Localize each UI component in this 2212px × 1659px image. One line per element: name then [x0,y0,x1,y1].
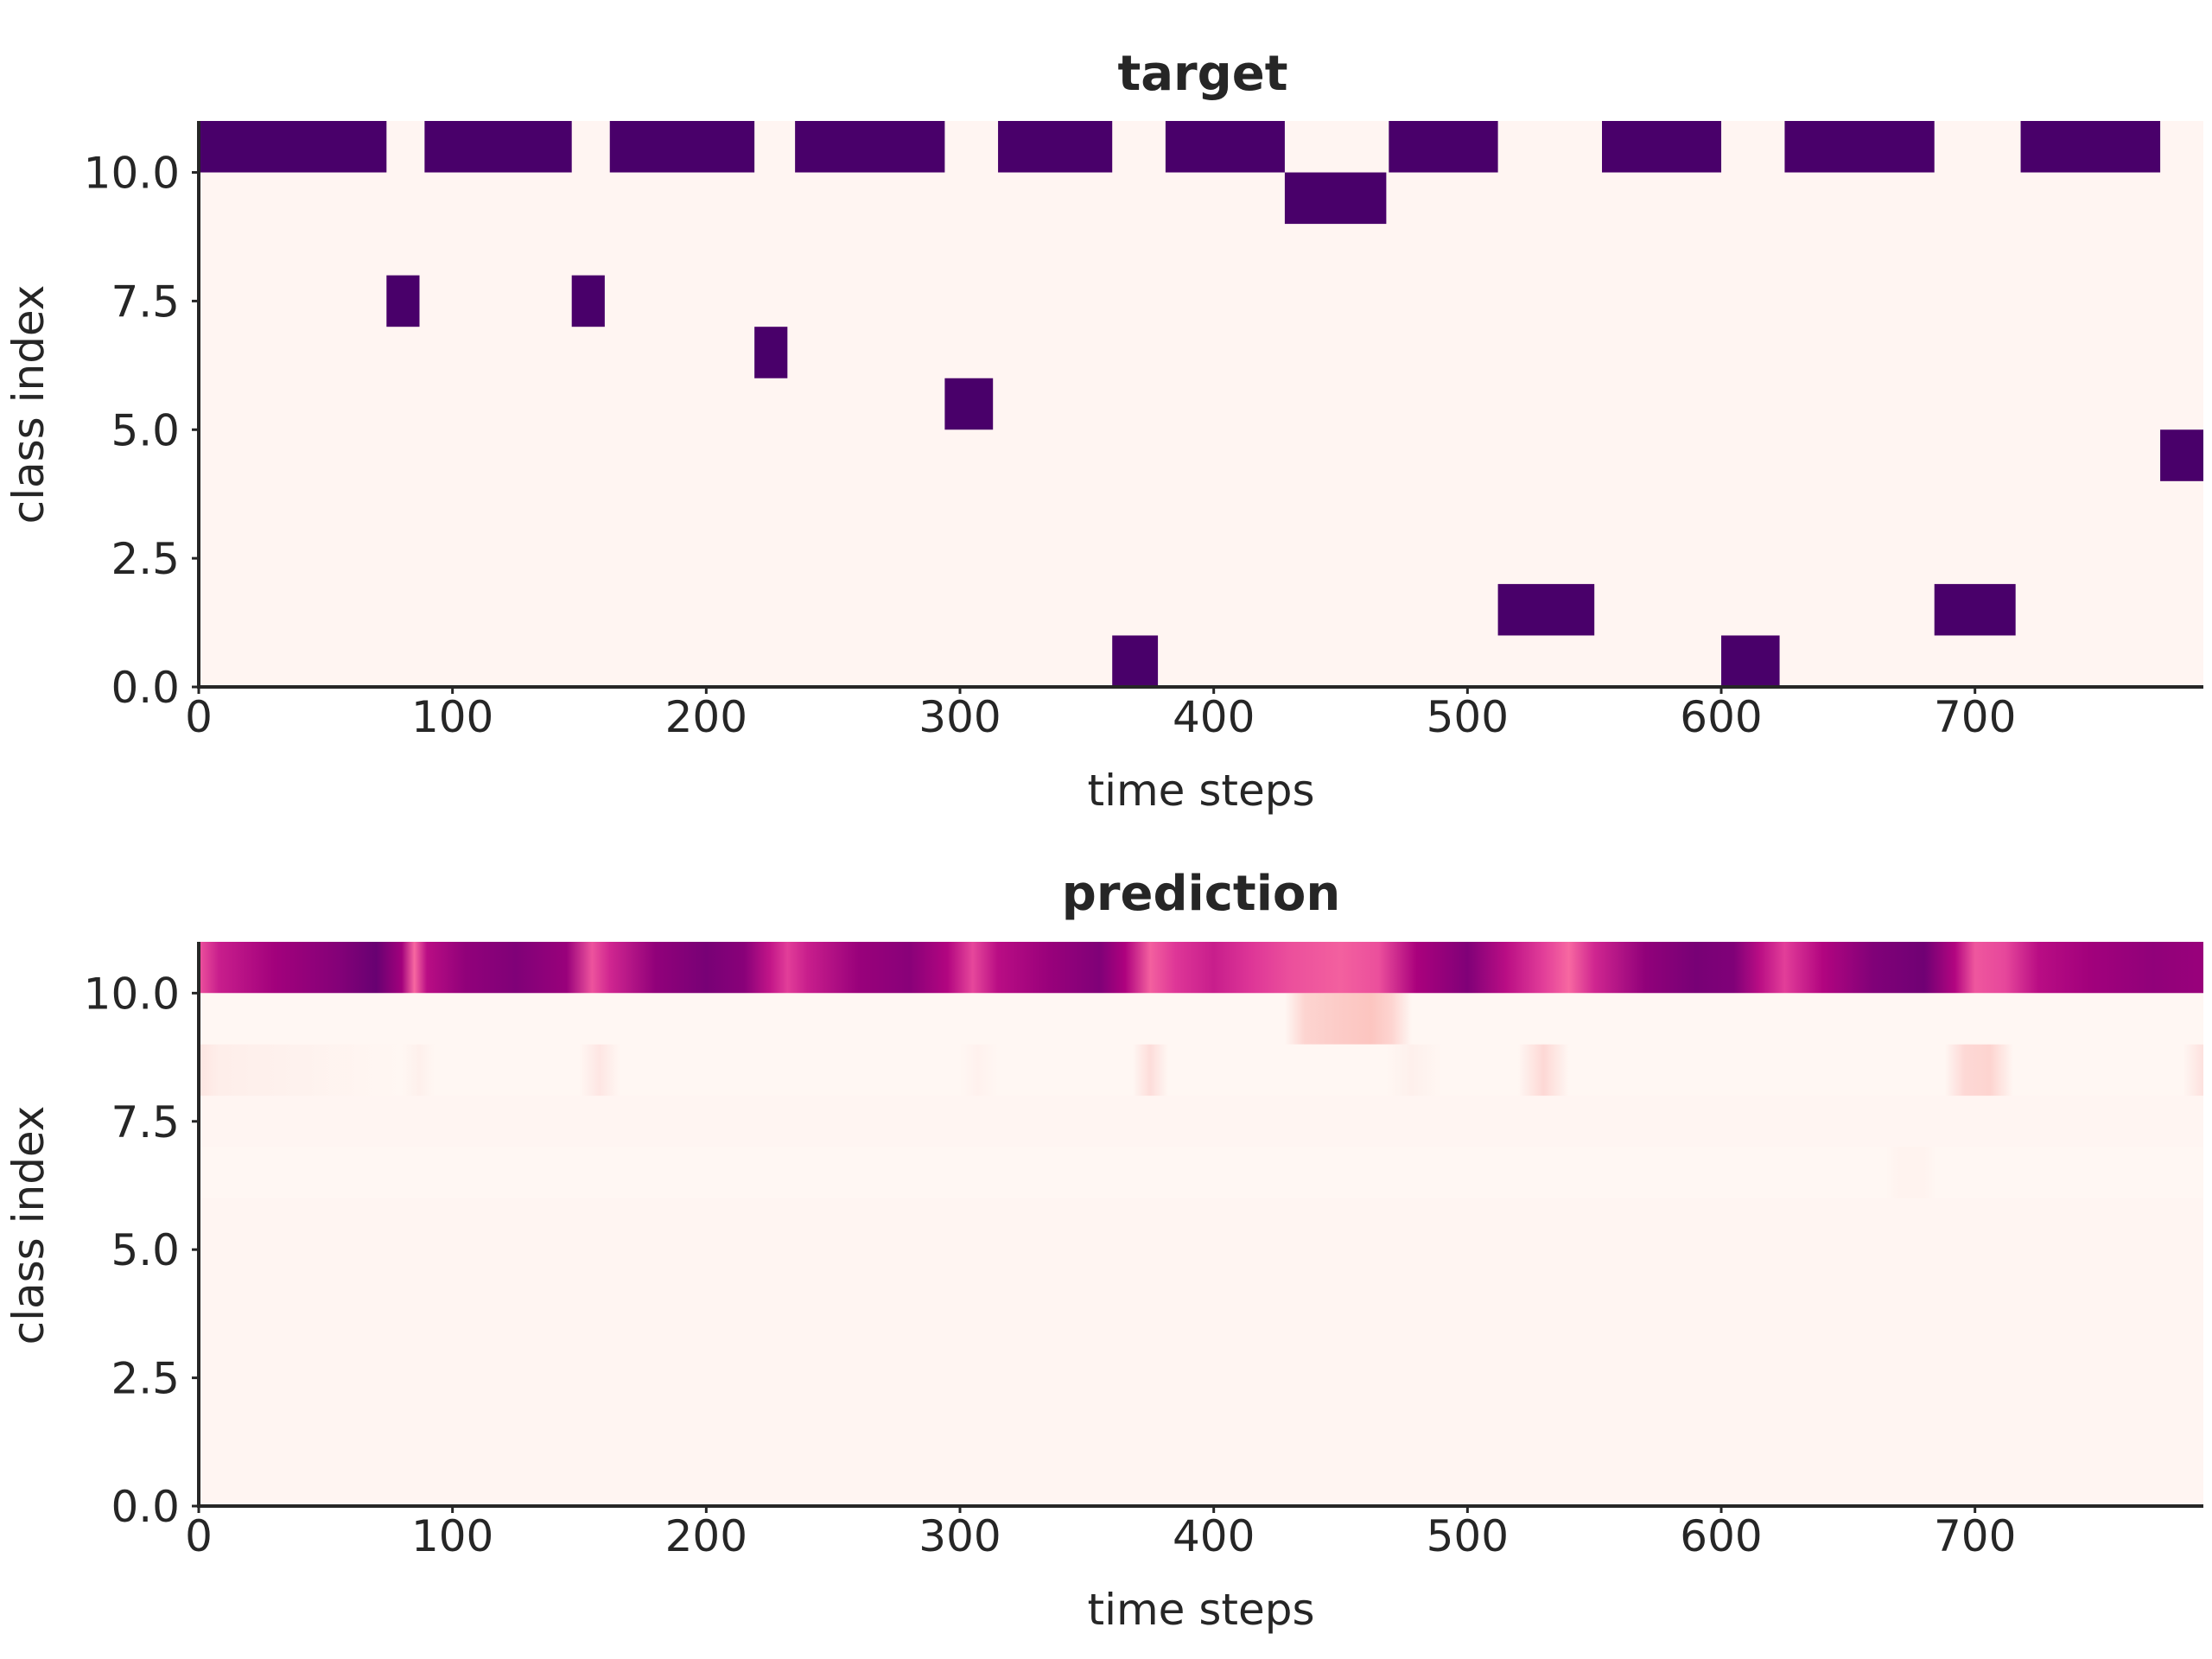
prediction-y-tick-label: 2.5 [111,1354,180,1404]
prediction-y-tick-label: 10.0 [84,969,180,1019]
target-cell-class-10 [424,121,572,173]
target-x-tick-label: 100 [411,692,493,742]
prediction-y-ticks: 0.0 2.5 5.0 7.5 10.0 [84,969,199,1532]
prediction-y-axis-label: class index [3,1106,54,1345]
target-cell-class-1 [1934,583,2016,636]
prediction-x-tick-label: 100 [411,1511,493,1561]
prediction-x-tick-label: 700 [1934,1511,2016,1561]
target-y-axis-label: class index [3,285,54,524]
target-cell-class-10 [998,121,1113,173]
target-plot-area [199,121,2203,687]
target-x-ticks: 0 100 200 300 400 500 600 700 [185,687,2016,742]
target-x-tick-label: 300 [918,692,1001,742]
target-cell-class-10 [1784,121,1935,173]
prediction-title: prediction [1062,866,1340,922]
target-heatmap-cells [199,121,2203,687]
target-x-tick-label: 0 [185,692,213,742]
prediction-y-tick-label: 0.0 [111,1482,180,1532]
prediction-x-tick-label: 200 [665,1511,747,1561]
prediction-x-tick-label: 500 [1427,1511,1509,1561]
target-x-axis-label: time steps [1087,766,1314,816]
prediction-y-tick-label: 7.5 [111,1097,180,1147]
target-y-tick-label: 10.0 [84,149,180,199]
target-cell-class-10 [609,121,755,173]
target-y-tick-label: 7.5 [111,276,180,327]
prediction-heatmap-cells [199,942,2203,1198]
target-cell-class-9 [1284,172,1387,225]
target-cell-class-10 [1165,121,1285,173]
target-x-tick-label: 600 [1680,692,1762,742]
prediction-x-axis-label: time steps [1087,1585,1314,1635]
target-y-tick-label: 0.0 [111,663,180,713]
prediction-row-class-9 [199,993,2203,1045]
target-x-tick-label: 400 [1173,692,1255,742]
target-panel: target 0 100 200 300 400 500 600 700 0.0 2.5 5.0 7… [3,46,2203,816]
prediction-row-class-8 [199,1044,2203,1096]
target-cell-class-7 [571,275,605,327]
target-cell-class-10 [795,121,945,173]
prediction-x-ticks: 0 100 200 300 400 500 600 700 [185,1506,2016,1561]
target-cell-class-4 [2160,429,2203,481]
target-cell-class-7 [386,275,420,327]
target-cell-class-10 [199,121,387,173]
target-y-tick-label: 2.5 [111,534,180,584]
prediction-y-tick-label: 5.0 [111,1225,180,1275]
target-cell-class-0 [1112,635,1159,687]
target-cell-class-0 [1721,635,1780,687]
prediction-x-tick-label: 300 [918,1511,1001,1561]
target-cell-class-10 [1602,121,1722,173]
target-title: target [1117,46,1287,102]
prediction-x-tick-label: 0 [185,1511,213,1561]
target-cell-class-10 [1389,121,1498,173]
prediction-row-class-6 [199,1147,2203,1198]
prediction-panel: prediction 0 100 200 300 400 500 600 700 0.0 2.5… [3,866,2203,1635]
target-cell-class-5 [944,378,994,430]
prediction-row-class-10 [199,942,2203,994]
target-cell-class-1 [1497,583,1595,636]
prediction-x-tick-label: 600 [1680,1511,1762,1561]
target-x-tick-label: 700 [1934,692,2016,742]
target-cell-class-10 [2020,121,2161,173]
target-y-ticks: 0.0 2.5 5.0 7.5 10.0 [84,149,199,713]
target-x-tick-label: 200 [665,692,747,742]
prediction-x-tick-label: 400 [1173,1511,1255,1561]
target-cell-class-6 [754,327,788,378]
target-y-tick-label: 5.0 [111,405,180,455]
target-x-tick-label: 500 [1427,692,1509,742]
